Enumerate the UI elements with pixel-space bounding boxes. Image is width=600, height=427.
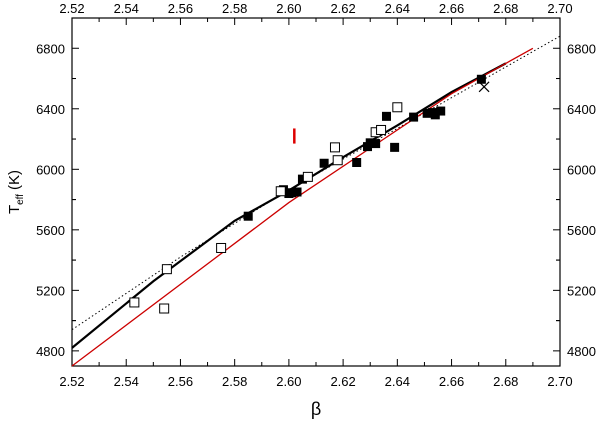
- filled-square-point: [287, 188, 297, 198]
- y-tick-label: 6400: [36, 102, 65, 117]
- filled-square-point: [381, 111, 391, 121]
- fit-line-solid-thin: [71, 47, 534, 367]
- open-square-point: [216, 242, 227, 253]
- x-tick-label-top: 2.52: [59, 1, 84, 16]
- tick-labels: 2.52 2.52 2.54 2.54 2.56 2.56 2.58 2.58 2.60 2.60…: [36, 1, 596, 389]
- y-tick-label-right: 6400: [567, 102, 596, 117]
- y-tick-label: 4800: [36, 344, 65, 359]
- x-tick-label: 2.54: [114, 374, 139, 389]
- fit-line-dotted: [71, 35, 561, 331]
- filled-square-point: [365, 138, 375, 148]
- filled-square-point: [390, 142, 400, 152]
- cross-point: [478, 81, 490, 93]
- x-tick-label: 2.70: [547, 374, 572, 389]
- x-tick-label-top: 2.64: [385, 1, 410, 16]
- open-square-point: [302, 171, 313, 182]
- filled-square-point: [436, 106, 446, 116]
- y-tick-label-right: 5200: [567, 283, 596, 298]
- ticks: [71, 18, 561, 366]
- open-square-point: [129, 297, 140, 308]
- x-tick-label-top: 2.60: [276, 1, 301, 16]
- x-tick-label-top: 2.54: [114, 1, 139, 16]
- filled-square-point: [371, 139, 381, 149]
- open-square-point: [159, 303, 170, 314]
- x-tick-label: 2.60: [276, 374, 301, 389]
- x-tick-label-top: 2.70: [547, 1, 572, 16]
- filled-square-point: [409, 112, 419, 122]
- open-square-point: [275, 186, 286, 197]
- y-tick-label: 6800: [36, 41, 65, 56]
- y-tick-label-right: 4800: [567, 344, 596, 359]
- fit-lines: [71, 35, 561, 367]
- open-square-point: [332, 155, 343, 166]
- open-square-point: [161, 264, 172, 275]
- x-tick-label-top: 2.62: [330, 1, 355, 16]
- y-tick-label: 5200: [36, 283, 65, 298]
- y-axis-title-main: T: [6, 205, 23, 214]
- filled-square-point: [476, 74, 486, 84]
- svg-text:Teff(K): Teff (K): [6, 170, 26, 214]
- x-tick-label-top: 2.68: [493, 1, 518, 16]
- filled-square-point: [243, 211, 253, 221]
- filled-square-point: [297, 174, 307, 184]
- y-tick-label-right: 5600: [567, 223, 596, 238]
- open-square-point: [329, 142, 340, 153]
- x-tick-label-top: 2.58: [222, 1, 247, 16]
- x-tick-label: 2.56: [168, 374, 193, 389]
- x-tick-label-top: 2.56: [168, 1, 193, 16]
- x-tick-label-top: 2.66: [439, 1, 464, 16]
- filled-square-point: [352, 157, 362, 167]
- filled-square-point: [422, 108, 432, 118]
- plot-frame: [71, 17, 561, 367]
- filled-square-point: [319, 158, 329, 168]
- x-tick-label: 2.52: [59, 374, 84, 389]
- y-tick-label-right: 6000: [567, 162, 596, 177]
- x-tick-label: 2.62: [330, 374, 355, 389]
- y-axis-title: Teff (K): [6, 170, 26, 214]
- y-tick-label: 6000: [36, 162, 65, 177]
- x-tick-label: 2.64: [385, 374, 410, 389]
- x-tick-label: 2.66: [439, 374, 464, 389]
- y-tick-label: 5600: [36, 223, 65, 238]
- y-tick-label-right: 6800: [567, 41, 596, 56]
- x-axis-title: β: [311, 399, 321, 419]
- x-tick-label: 2.68: [493, 374, 518, 389]
- filled-square-point: [292, 187, 302, 197]
- open-square-point: [392, 102, 403, 113]
- data-points: [129, 74, 490, 314]
- filled-square-point: [430, 110, 440, 120]
- y-axis-title-unit: (K): [6, 170, 23, 190]
- x-tick-label: 2.58: [222, 374, 247, 389]
- open-square-point: [376, 124, 387, 135]
- y-axis-title-sub: eff: [15, 194, 26, 205]
